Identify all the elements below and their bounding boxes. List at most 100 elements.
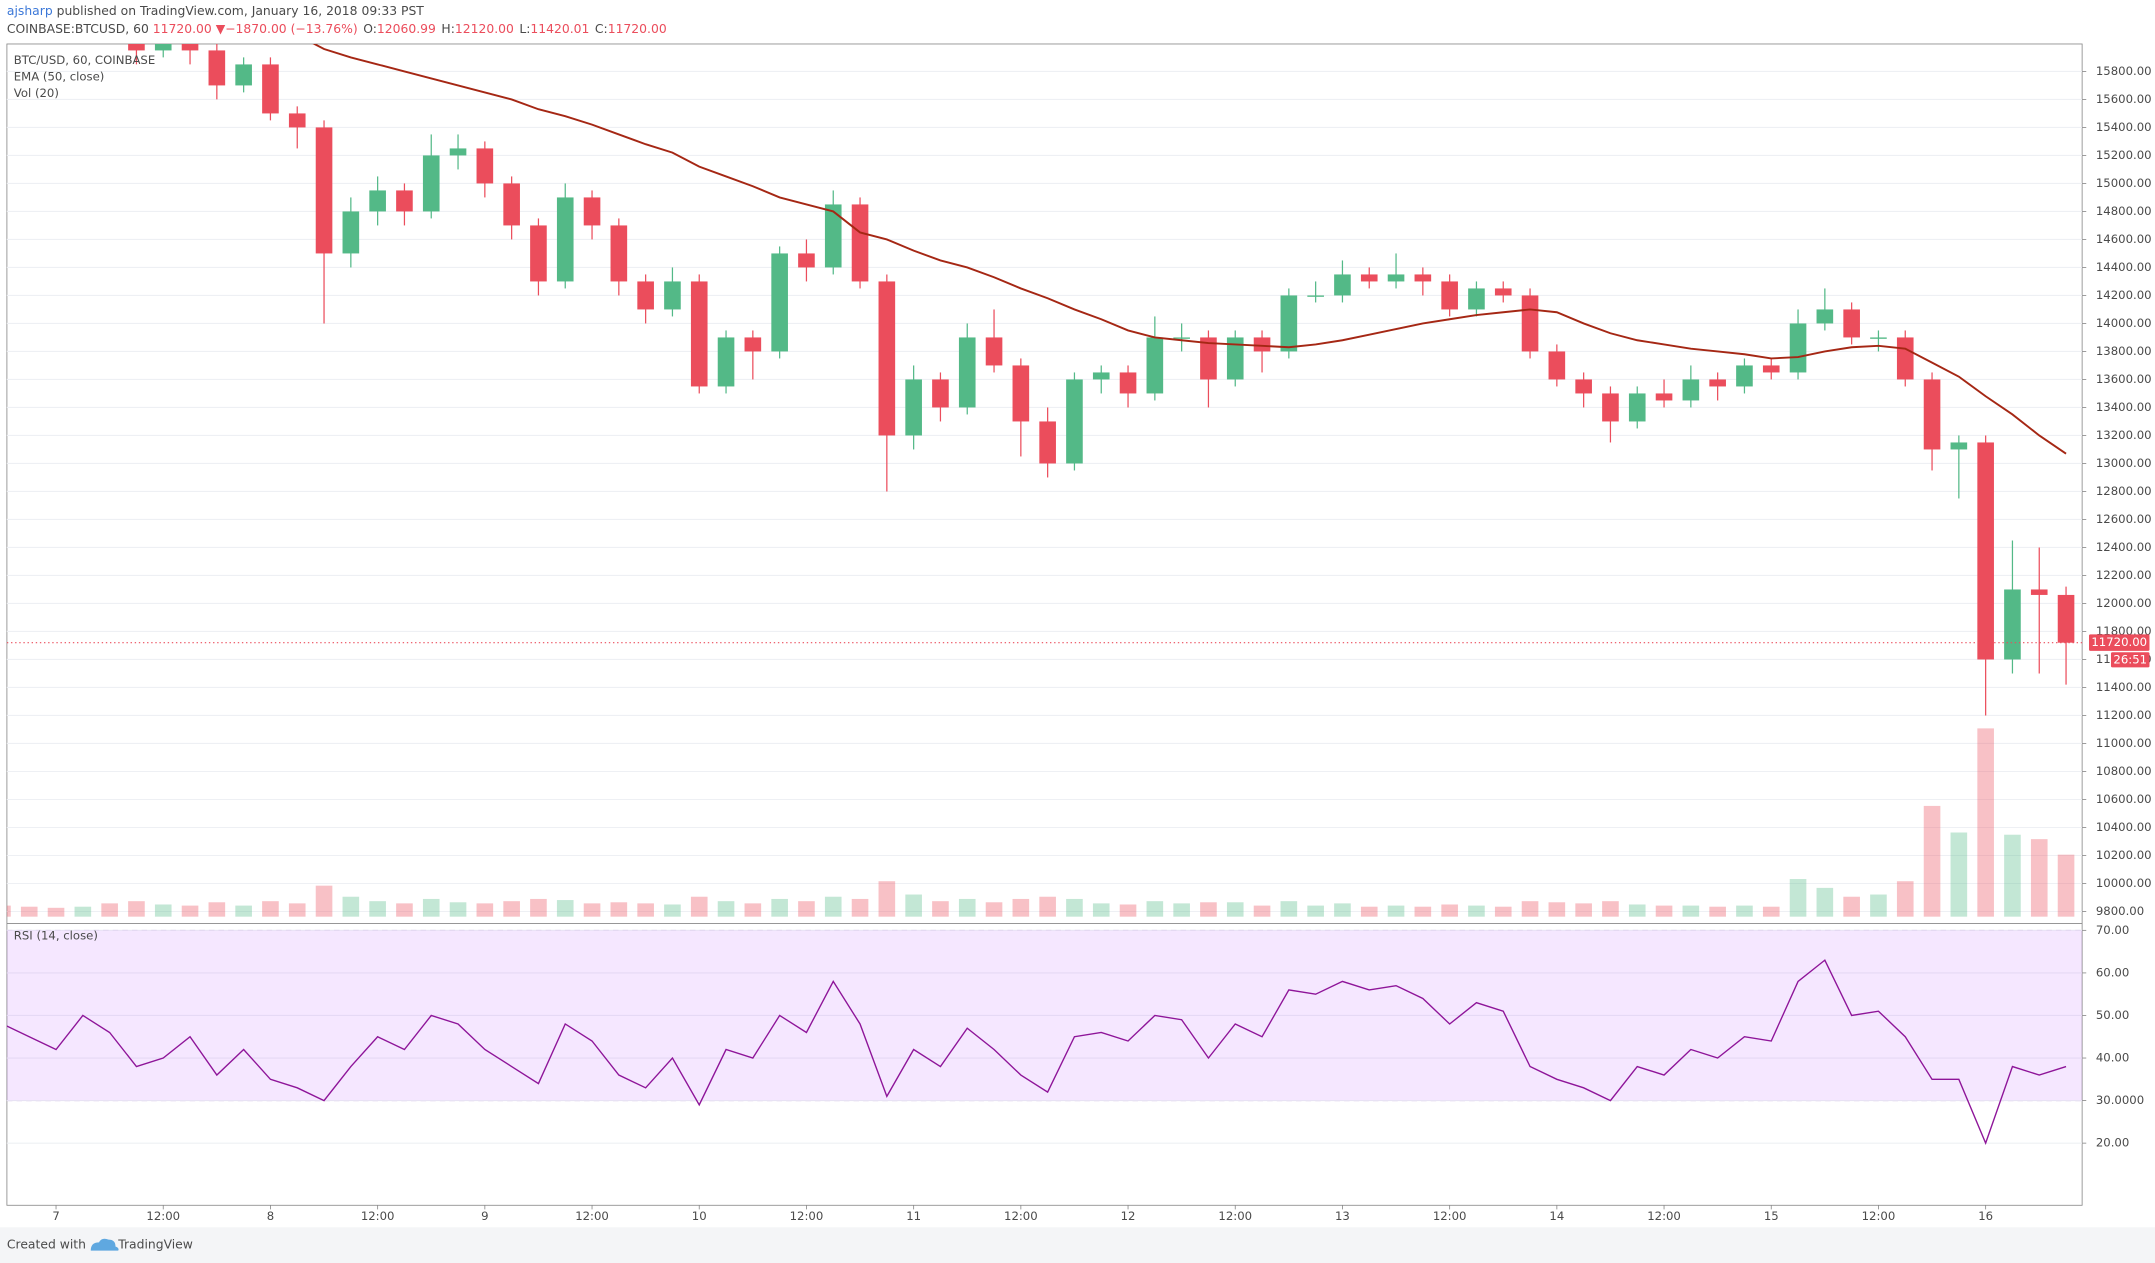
x-tick-label: 12:00 xyxy=(1433,1209,1467,1223)
volume-bar xyxy=(1360,906,1378,917)
volume-bar xyxy=(1066,898,1083,917)
candle-body xyxy=(449,148,467,156)
ohlc-value: 12120.00 xyxy=(455,21,514,35)
volume-bar xyxy=(288,903,306,917)
candle-body xyxy=(476,148,494,184)
candle-body xyxy=(664,281,681,310)
volume-bar xyxy=(1628,904,1646,917)
volume-bar xyxy=(1039,896,1056,917)
x-tick-label: 14 xyxy=(1549,1209,1564,1223)
candle-body xyxy=(1387,274,1405,282)
volume-bar xyxy=(20,906,38,917)
volume-bar xyxy=(798,901,815,917)
y-tick-label: 10200.00 xyxy=(2096,848,2152,862)
volume-bar xyxy=(1334,903,1351,917)
volume-bar xyxy=(1441,904,1458,917)
volume-bar xyxy=(1468,905,1485,917)
plot-frame xyxy=(6,43,2083,1206)
volume-bar xyxy=(315,885,333,917)
ema-line xyxy=(312,43,2067,455)
candle-body xyxy=(181,43,199,51)
candle-body xyxy=(1066,379,1083,464)
rsi-tick-label: 50.00 xyxy=(2096,1008,2129,1022)
candle-body xyxy=(851,204,869,282)
volume-bar xyxy=(262,901,279,917)
author[interactable]: ajsharp xyxy=(7,3,53,17)
candle-body xyxy=(1360,274,1378,282)
volume-bar xyxy=(1896,881,1914,917)
candle-body xyxy=(422,155,440,212)
volume-bar xyxy=(2004,834,2021,917)
y-tick-label: 13000.00 xyxy=(2096,456,2152,470)
volume-bar xyxy=(47,907,65,917)
y-tick-label: 13600.00 xyxy=(2096,372,2152,386)
header-line: ajsharp published on TradingView.com, Ja… xyxy=(7,3,424,17)
y-tick-label: 14800.00 xyxy=(2096,204,2152,218)
y-tick-label: 10800.00 xyxy=(2096,764,2152,778)
y-tick-label: 11200.00 xyxy=(2096,708,2152,722)
volume-bar xyxy=(1575,903,1592,917)
volume-bar xyxy=(1521,901,1539,917)
volume-bar xyxy=(1387,905,1405,917)
candle-body xyxy=(637,281,654,310)
ohlc-label: H: xyxy=(441,21,454,35)
volume-bar xyxy=(905,894,922,917)
candle-body xyxy=(342,211,360,254)
x-tick-label: 12:00 xyxy=(1647,1209,1681,1223)
volume-bar xyxy=(1414,906,1432,917)
volume-bar xyxy=(851,898,869,917)
candle-body xyxy=(556,197,574,282)
footer-brand[interactable]: TradingView xyxy=(117,1238,193,1252)
volume-bar xyxy=(449,902,467,917)
y-tick-label: 12000.00 xyxy=(2096,596,2152,610)
legend-volume: Vol (20) xyxy=(14,86,59,100)
volume-bar xyxy=(1709,906,1726,917)
candle-body xyxy=(1119,372,1137,394)
candle-body xyxy=(2057,594,2075,643)
candle-body xyxy=(1950,442,1968,450)
candle-body xyxy=(1548,351,1566,380)
volume-bar xyxy=(583,903,601,917)
candle-body xyxy=(744,337,762,352)
candle-body xyxy=(583,197,601,226)
volume-bar xyxy=(1494,906,1512,917)
candle-body xyxy=(2004,589,2021,660)
volume-bar xyxy=(128,901,145,917)
candle-body xyxy=(771,253,788,352)
candle-body xyxy=(717,337,735,387)
candle-body xyxy=(798,253,815,268)
rsi-tick-label: 30.0000 xyxy=(2096,1093,2144,1107)
candle-body xyxy=(1896,337,1914,380)
y-tick-label: 13400.00 xyxy=(2096,400,2152,414)
candle-body xyxy=(1146,337,1164,394)
legend-ema: EMA (50, close) xyxy=(14,69,105,83)
candle-body xyxy=(824,204,842,268)
y-tick-label: 15800.00 xyxy=(2096,64,2152,78)
volume-bar xyxy=(771,898,788,917)
volume-bar xyxy=(717,901,735,917)
volume-bar xyxy=(637,903,654,917)
volume-bar xyxy=(610,902,628,917)
candle-body xyxy=(396,190,413,212)
y-tick-label: 15000.00 xyxy=(2096,176,2152,190)
countdown: 26:51 xyxy=(2113,652,2147,666)
candle-body xyxy=(1280,295,1298,352)
ohlc-value: 12060.99 xyxy=(377,21,436,35)
candle-body xyxy=(932,379,949,408)
candle-body xyxy=(1682,379,1700,401)
candle-body xyxy=(208,50,226,86)
volume-bar xyxy=(1092,903,1110,917)
volume-bar xyxy=(101,903,118,917)
y-tick-label: 14600.00 xyxy=(2096,232,2152,246)
x-tick-label: 15 xyxy=(1764,1209,1779,1223)
candle-body xyxy=(1200,337,1217,380)
volume-bar xyxy=(422,898,440,917)
volume-bar xyxy=(181,905,199,917)
y-tick-label: 12600.00 xyxy=(2096,512,2152,526)
candle-body xyxy=(1468,288,1485,310)
candle-body xyxy=(262,64,279,114)
volume-bar xyxy=(1923,805,1941,917)
volume-bar xyxy=(1280,901,1298,917)
x-tick-label: 10 xyxy=(692,1209,707,1223)
last: 11720.00 xyxy=(153,21,212,35)
